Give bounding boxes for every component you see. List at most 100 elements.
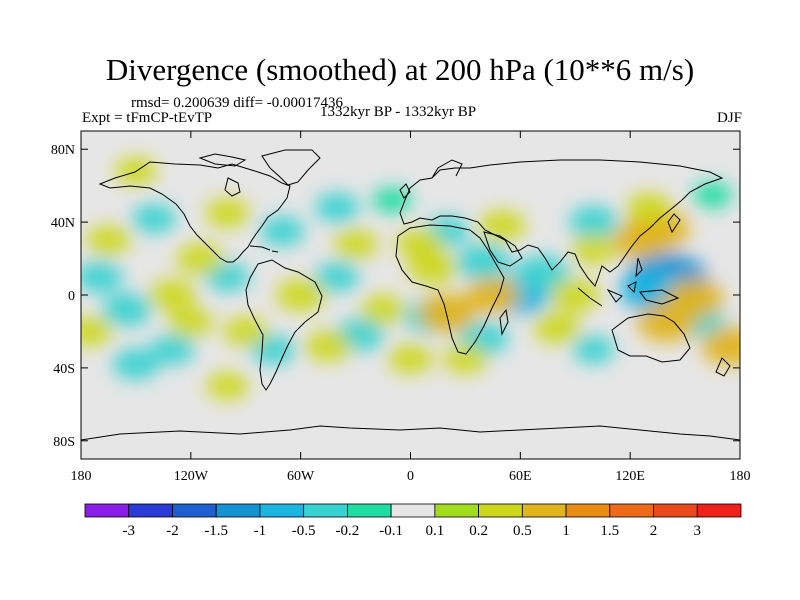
anomaly-blob-14	[132, 203, 177, 234]
colorbar-label: -2	[166, 523, 179, 539]
anomaly-blob-5	[456, 244, 511, 281]
colorbar-swatch	[521, 503, 567, 518]
y-tick-label: 40N	[51, 216, 75, 231]
anomaly-blob-3	[515, 255, 570, 292]
coast-south-america	[245, 259, 323, 391]
coast-hudson-bay	[224, 177, 241, 197]
anomaly-blob-27	[637, 302, 697, 342]
experiment-label: Expt = tFmCP-tEvTP	[82, 110, 213, 126]
anomaly-blob-17	[112, 348, 160, 380]
colorbar-label: -3	[122, 523, 135, 539]
colorbar-swatch	[478, 503, 523, 518]
chart-title: Divergence (smoothed) at 200 hPa (10**6 …	[105, 52, 695, 87]
colorbar-label: -0.5	[292, 523, 316, 539]
colorbar-swatch	[259, 503, 305, 518]
anomaly-blob-34	[550, 278, 600, 312]
coast-new-zealand	[715, 357, 731, 377]
y-tick-label: 80N	[51, 143, 75, 158]
anomaly-blob-30	[465, 277, 520, 313]
axes: 180 120W 60W 0 60E 120E 180 80N 40N 0 40S 80S	[51, 131, 751, 484]
anomaly-blob-42	[81, 316, 113, 347]
anomaly-blob-9	[315, 262, 360, 292]
colorbar-label: -0.1	[379, 523, 403, 539]
anomaly-blob-18	[150, 334, 195, 365]
x-tick-label: 180	[71, 469, 92, 484]
x-tick-label: 0	[407, 469, 414, 484]
coast-greenland	[261, 149, 321, 186]
anomaly-blob-38	[333, 229, 378, 259]
anomaly-blob-25	[612, 222, 667, 259]
coast-australia	[611, 313, 691, 363]
colorbar-label: -1	[254, 523, 267, 539]
coast-eurasia	[399, 159, 724, 287]
colorbar-label: 1.5	[600, 523, 619, 539]
colorbar-swatch	[128, 503, 173, 518]
anomaly-blob-28	[701, 326, 740, 366]
colorbar-swatch	[303, 503, 348, 518]
anomaly-blob-23	[692, 181, 733, 208]
colorbar-label: 0.5	[513, 523, 532, 539]
colorbar-swatch	[609, 503, 654, 518]
colorbar-swatch	[696, 503, 742, 518]
anomaly-blob-36	[276, 278, 326, 312]
colorbar-swatch	[84, 503, 130, 518]
anomaly-blob-41	[86, 225, 131, 256]
anomaly-blob-52	[168, 307, 213, 338]
x-tick-label: 60W	[287, 469, 315, 484]
colorbar: -3 -2 -1.5 -1 -0.5 -0.2 -0.1 0.1 0.2 0.5 1 1.5 2 3	[84, 503, 742, 539]
anomaly-blob-37	[304, 330, 352, 362]
anomaly-blob-51	[571, 234, 616, 265]
coast-japan	[667, 213, 681, 234]
colorbar-label: 1	[562, 523, 570, 539]
y-tick-label: 0	[68, 289, 75, 304]
coast-antarctica	[81, 425, 740, 441]
colorbar-label: -1.5	[204, 523, 228, 539]
colorbar-swatch	[653, 503, 698, 518]
coastlines	[81, 149, 740, 441]
colorbar-label: 0.1	[425, 523, 444, 539]
coast-scandinavia	[431, 159, 463, 179]
colorbar-label: -0.2	[336, 523, 360, 539]
anomaly-blob-49	[388, 344, 433, 374]
coast-arabia	[483, 231, 523, 267]
colorbar-label: 2	[650, 523, 658, 539]
colorbar-label: 3	[694, 523, 702, 539]
coast-philippines	[635, 257, 643, 278]
colorbar-swatch	[346, 503, 392, 518]
coast-africa	[395, 224, 505, 355]
coast-arctic-islands	[198, 153, 247, 167]
y-tick-label: 80S	[53, 435, 75, 450]
anomaly-blob-50	[360, 294, 406, 325]
x-tick-label: 120W	[174, 469, 209, 484]
colorbar-swatch	[172, 503, 217, 518]
anomaly-blob-39	[176, 243, 224, 275]
coast-caribbean	[249, 245, 279, 253]
colorbar-swatch	[434, 503, 479, 518]
coast-british-isles	[399, 183, 411, 199]
x-tick-label: 120E	[615, 469, 645, 484]
anomaly-blob-29	[417, 293, 477, 333]
anomaly-blob-19	[315, 192, 360, 223]
colorbar-swatch	[215, 503, 261, 518]
coast-madagascar	[499, 308, 509, 336]
y-tick-label: 40S	[53, 362, 75, 377]
anomaly-blob-20	[372, 187, 413, 214]
anomaly-blob-12	[81, 261, 123, 293]
anomaly-blob-47	[206, 372, 249, 401]
anomaly-field	[81, 157, 740, 401]
anomaly-blob-45	[626, 192, 671, 223]
colorbar-swatch	[565, 503, 611, 518]
anomaly-blob-35	[533, 312, 581, 344]
coast-north-america	[98, 161, 291, 263]
anomaly-blob-48	[443, 344, 488, 374]
anomaly-blob-15	[260, 216, 305, 246]
anomaly-blob-13	[102, 293, 152, 326]
season-label: DJF	[716, 110, 742, 126]
colorbar-label: 0.2	[469, 523, 488, 539]
colorbar-swatch	[390, 503, 436, 518]
x-tick-label: 180	[730, 469, 751, 484]
anomaly-blob-32	[396, 228, 444, 260]
coast-indonesia	[577, 281, 680, 307]
x-tick-label: 60E	[509, 469, 532, 484]
